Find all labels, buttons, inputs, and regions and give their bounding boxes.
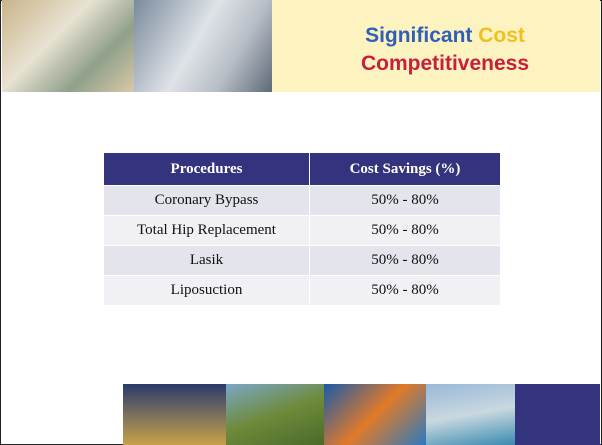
table-row: Total Hip Replacement 50% - 80% <box>103 215 501 246</box>
table-row: Coronary Bypass 50% - 80% <box>103 185 501 216</box>
title-word: Competitiveness <box>360 52 530 75</box>
table-row: Lasik 50% - 80% <box>103 245 501 276</box>
cost-table: Procedures Cost Savings (%) Coronary Byp… <box>103 152 501 306</box>
header-band <box>272 0 600 92</box>
title: Significant Cost Competitiveness <box>300 22 590 78</box>
table-cell: Liposuction <box>103 275 310 306</box>
column-header: Procedures <box>103 152 310 186</box>
table-cell: Total Hip Replacement <box>103 215 310 246</box>
photo-city <box>123 384 226 445</box>
photo-doctors <box>2 0 134 92</box>
table-cell: Coronary Bypass <box>103 185 310 216</box>
table-cell: Lasik <box>103 245 310 276</box>
table-body: Coronary Bypass 50% - 80% Total Hip Replac… <box>103 185 501 306</box>
photo-hills <box>226 384 324 445</box>
title-word: Cost <box>478 24 525 47</box>
table-cell: 50% - 80% <box>309 185 501 216</box>
column-header: Cost Savings (%) <box>309 152 501 186</box>
table-row: Liposuction 50% - 80% <box>103 275 501 306</box>
header-row: Procedures Cost Savings (%) <box>103 152 501 186</box>
table-cell: 50% - 80% <box>309 275 501 306</box>
table-cell: 50% - 80% <box>309 245 501 276</box>
title-word: Significant <box>365 24 473 47</box>
photo-equipment <box>134 0 272 92</box>
table-cell: 50% - 80% <box>309 215 501 246</box>
photo-beach <box>426 384 515 445</box>
navy-block <box>515 384 600 445</box>
photo-reef <box>324 384 426 445</box>
photo-strip <box>123 384 600 445</box>
